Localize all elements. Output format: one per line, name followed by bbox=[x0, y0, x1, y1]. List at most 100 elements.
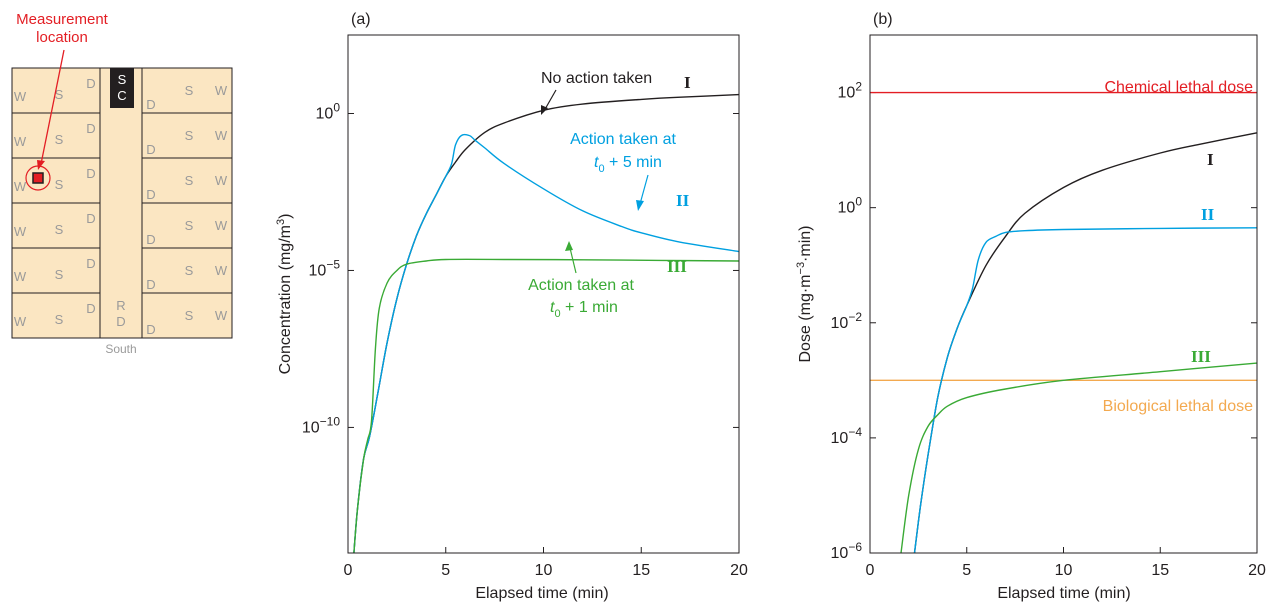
series-line-III bbox=[900, 362, 1258, 554]
room-label-d: D bbox=[86, 76, 95, 91]
room-label-s: S bbox=[55, 222, 64, 237]
series-line-I bbox=[913, 132, 1258, 554]
x-tick-label: 5 bbox=[962, 562, 971, 579]
panel-b-series bbox=[900, 132, 1258, 554]
action5-annotation-line2: t0 + 5 min bbox=[594, 154, 662, 175]
series-line-I bbox=[353, 93, 740, 554]
floor-plan: Measurement location S C R D South W S D W S… bbox=[11, 11, 233, 356]
y-tick-label: 10−6 bbox=[831, 540, 863, 562]
rd-label-r: R bbox=[116, 298, 125, 313]
room-label-d: D bbox=[146, 142, 155, 157]
x-tick-label: 15 bbox=[632, 562, 650, 579]
measurement-location-marker bbox=[32, 172, 44, 184]
room-label-s: S bbox=[185, 263, 194, 278]
panel-b-label: (b) bbox=[873, 11, 893, 28]
panel-a-series bbox=[353, 93, 740, 554]
measurement-pointer-arrowhead bbox=[37, 160, 45, 170]
series-line-II bbox=[913, 227, 1258, 554]
panel-a-ticks: 0 5 10 15 20 100 10−5 10−10 bbox=[302, 100, 748, 579]
series-label-III-a: III bbox=[667, 257, 687, 276]
x-tick-label: 10 bbox=[1055, 562, 1073, 579]
panel-a-frame bbox=[347, 34, 740, 554]
room-label-w: W bbox=[215, 83, 228, 98]
panel-a-xlabel: Elapsed time (min) bbox=[475, 585, 608, 602]
panel-b: (b) 0 5 10 15 20 102 100 10−2 10−4 10−6 Elapsed t… bbox=[795, 11, 1266, 602]
room-label-w: W bbox=[215, 308, 228, 323]
room-label-w: W bbox=[14, 89, 27, 104]
room-label-d: D bbox=[86, 211, 95, 226]
room-label-s: S bbox=[185, 218, 194, 233]
sc-label-c: C bbox=[117, 88, 126, 103]
room-label-d: D bbox=[86, 166, 95, 181]
no-action-arrowhead bbox=[541, 105, 548, 115]
room-label-d: D bbox=[146, 97, 155, 112]
series-label-III-b: III bbox=[1191, 347, 1211, 366]
room-dividers bbox=[12, 112, 232, 294]
action1-arrowhead bbox=[565, 241, 573, 251]
room-label-s: S bbox=[185, 173, 194, 188]
room-label-w: W bbox=[14, 224, 27, 239]
y-tick-label: 10−4 bbox=[831, 425, 863, 447]
x-tick-label: 0 bbox=[866, 562, 875, 579]
room-label-w: W bbox=[215, 128, 228, 143]
rd-label-d: D bbox=[116, 314, 125, 329]
panel-b-ylabel: Dose (mg·m−3·min) bbox=[795, 226, 814, 363]
room-label-w: W bbox=[215, 218, 228, 233]
x-tick-label: 15 bbox=[1151, 562, 1169, 579]
action1-arrow bbox=[569, 247, 577, 274]
room-label-s: S bbox=[55, 132, 64, 147]
room-label-s: S bbox=[185, 128, 194, 143]
x-tick-label: 20 bbox=[1248, 562, 1266, 579]
series-label-II-a: II bbox=[676, 191, 690, 210]
room-label-d: D bbox=[86, 121, 95, 136]
measurement-location-title: Measurement bbox=[16, 11, 109, 28]
room-label-s: S bbox=[55, 267, 64, 282]
stairwell-block bbox=[110, 68, 134, 108]
chemical-lethal-dose-label: Chemical lethal dose bbox=[1104, 79, 1253, 96]
y-tick-label: 10−10 bbox=[302, 414, 340, 436]
panel-b-frame bbox=[869, 34, 1258, 554]
measurement-location-title-line2: location bbox=[36, 29, 88, 46]
y-tick-label: 100 bbox=[838, 195, 863, 217]
x-tick-label: 20 bbox=[730, 562, 748, 579]
biological-lethal-dose-label: Biological lethal dose bbox=[1103, 398, 1253, 415]
room-label-d: D bbox=[146, 322, 155, 337]
room-label-w: W bbox=[14, 269, 27, 284]
room-label-d: D bbox=[146, 277, 155, 292]
panel-a-label: (a) bbox=[351, 11, 371, 28]
south-label: South bbox=[105, 342, 136, 356]
series-line-III bbox=[353, 258, 740, 554]
action5-annotation-line1: Action taken at bbox=[570, 131, 676, 148]
room-label-d: D bbox=[86, 256, 95, 271]
action1-annotation-line2: t0 + 1 min bbox=[550, 299, 618, 320]
measurement-pointer-line bbox=[40, 49, 65, 165]
series-label-II-b: II bbox=[1201, 205, 1215, 224]
panel-b-xlabel: Elapsed time (min) bbox=[997, 585, 1130, 602]
panel-a: (a) 0 5 10 15 20 100 10−5 10−10 Elapsed time (m… bbox=[275, 11, 748, 602]
room-label-w: W bbox=[215, 173, 228, 188]
y-tick-label: 102 bbox=[838, 80, 863, 102]
room-label-d: D bbox=[86, 301, 95, 316]
room-label-w: W bbox=[14, 179, 27, 194]
series-label-I-a: I bbox=[684, 73, 691, 92]
room-label-s: S bbox=[55, 87, 64, 102]
room-label-s: S bbox=[185, 308, 194, 323]
series-label-I-b: I bbox=[1207, 150, 1214, 169]
action5-arrowhead bbox=[636, 200, 644, 211]
room-label-s: S bbox=[185, 83, 194, 98]
y-tick-label: 10−5 bbox=[309, 257, 341, 279]
sc-label-s: S bbox=[118, 72, 127, 87]
action1-annotation-line1: Action taken at bbox=[528, 277, 634, 294]
room-label-w: W bbox=[14, 134, 27, 149]
room-labels: W S D W S D W S D W S D W S D W S D D S W D S W D S W D S W D S W D S W bbox=[14, 76, 228, 337]
panel-b-ticks: 0 5 10 15 20 102 100 10−2 10−4 10−6 bbox=[831, 80, 1266, 579]
panel-a-ylabel: Concentration (mg/m3) bbox=[275, 214, 294, 375]
y-tick-label: 100 bbox=[316, 100, 341, 122]
no-action-annotation: No action taken bbox=[541, 70, 652, 87]
series-line-II bbox=[353, 133, 740, 554]
panel-b-thresholds bbox=[870, 91, 1257, 381]
room-label-s: S bbox=[55, 177, 64, 192]
x-tick-label: 5 bbox=[441, 562, 450, 579]
room-label-d: D bbox=[146, 232, 155, 247]
room-label-w: W bbox=[215, 263, 228, 278]
